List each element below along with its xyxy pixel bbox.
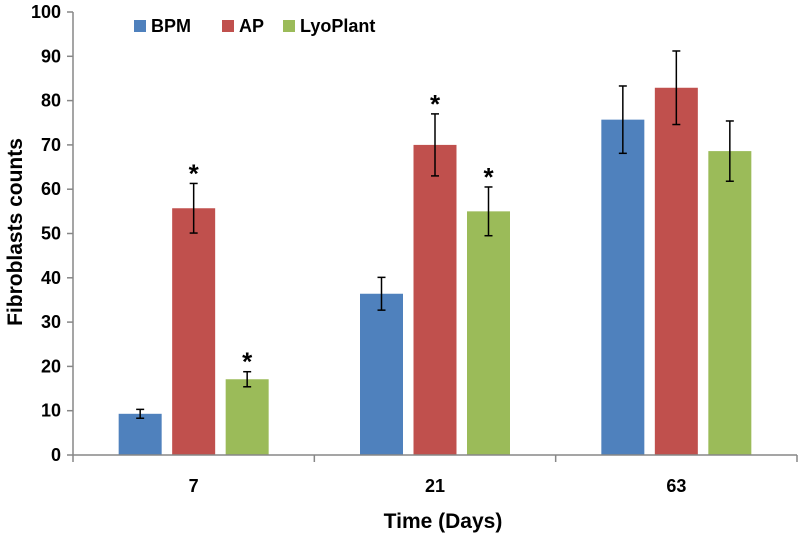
error-bars xyxy=(136,50,734,419)
significance-markers: * * * * xyxy=(189,89,495,377)
x-axis-ticks: 7 21 63 xyxy=(72,455,798,496)
y-tick-label: 50 xyxy=(41,224,61,244)
y-axis-ticks: 0 10 20 30 40 50 60 70 80 90 100 xyxy=(31,2,73,465)
y-tick-label: 30 xyxy=(41,312,61,332)
significance-asterisk: * xyxy=(430,89,441,119)
x-axis-title: Time (Days) xyxy=(384,510,503,533)
bar xyxy=(467,211,510,455)
legend: BPM AP LyoPlant xyxy=(134,16,375,36)
significance-asterisk: * xyxy=(483,162,494,192)
bar xyxy=(225,379,269,455)
legend-label: BPM xyxy=(151,16,191,36)
bar xyxy=(413,144,457,455)
legend-label: LyoPlant xyxy=(300,16,375,36)
bar xyxy=(654,87,698,456)
y-tick-label: 90 xyxy=(41,46,61,66)
bar xyxy=(601,119,645,456)
bars xyxy=(118,87,752,456)
y-axis-title: Fibroblasts counts xyxy=(4,138,27,326)
x-tick-label: 63 xyxy=(666,476,686,496)
bar xyxy=(118,413,162,455)
y-tick-label: 100 xyxy=(31,2,61,22)
significance-asterisk: * xyxy=(242,347,253,377)
y-tick-label: 10 xyxy=(41,401,61,421)
y-tick-label: 60 xyxy=(41,179,61,199)
bar xyxy=(708,151,752,456)
legend-swatch xyxy=(134,20,146,32)
significance-asterisk: * xyxy=(189,158,200,188)
y-tick-label: 80 xyxy=(41,91,61,111)
y-tick-label: 70 xyxy=(41,135,61,155)
y-tick-label: 40 xyxy=(41,268,61,288)
x-tick-label: 21 xyxy=(425,476,445,496)
legend-swatch xyxy=(283,20,295,32)
bar xyxy=(172,208,216,455)
legend-swatch xyxy=(222,20,234,32)
y-tick-label: 20 xyxy=(41,356,61,376)
x-tick-label: 7 xyxy=(189,476,199,496)
y-tick-label: 0 xyxy=(51,445,61,465)
legend-label: AP xyxy=(239,16,264,36)
bar xyxy=(360,293,403,455)
